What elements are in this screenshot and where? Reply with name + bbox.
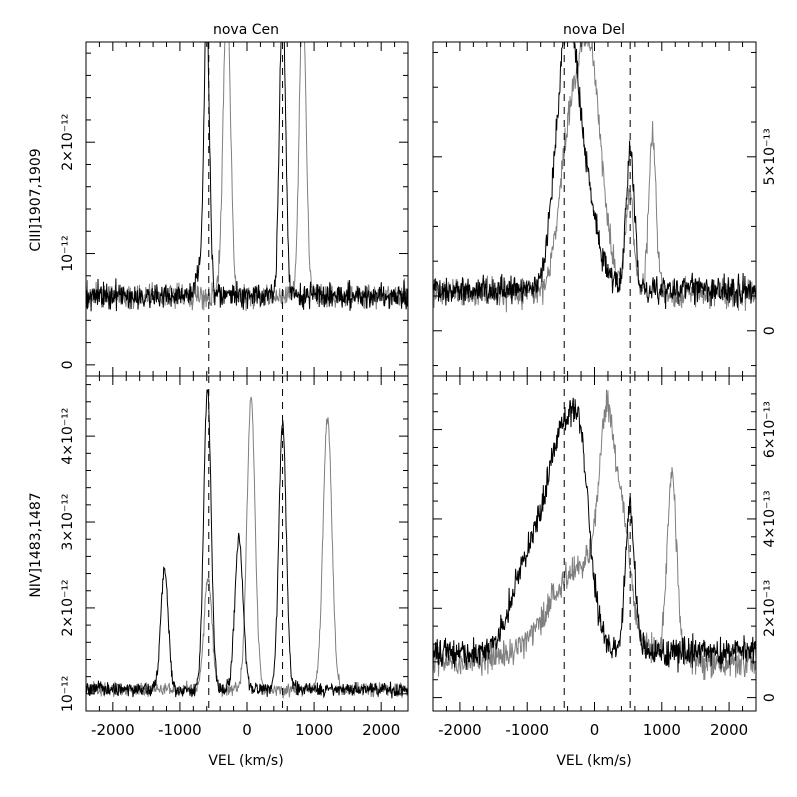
y-tick-label: 5×10⁻¹³: [762, 128, 778, 185]
x-tick-label: 1000: [295, 721, 333, 739]
chart-panel-top-right: 0 5×10⁻¹³: [432, 41, 778, 377]
y-tick-label: 3×10⁻¹²: [60, 493, 76, 550]
y-tick-label: 4×10⁻¹²: [60, 408, 76, 465]
spectrum-line-black: [86, 389, 408, 699]
chart-panel-bottom-left: -2000 -1000 0 1000 2000 10⁻¹² 2×10⁻¹² 3×10⁻¹² 4×…: [60, 375, 409, 739]
x-tick-label: 2000: [710, 721, 748, 739]
row-label-top: CIII]1907,1909: [28, 148, 44, 251]
panel-frame: [432, 41, 757, 377]
panel-title-right: nova Del: [563, 22, 625, 38]
y-tick-label: 2×10⁻¹³: [762, 580, 778, 637]
spectrum-line-gray: [86, 396, 408, 699]
y-tick-label: 0: [762, 693, 778, 702]
spectrum-line-gray: [433, 42, 756, 313]
y-tick-label: 0: [60, 360, 76, 369]
x-tick-label: -1000: [158, 721, 202, 739]
x-tick-label: -2000: [438, 721, 482, 739]
x-tick-label: 0: [590, 721, 600, 739]
spectrum-line-black: [433, 42, 756, 310]
panel-frame: [85, 375, 409, 712]
x-tick-label: 1000: [643, 721, 681, 739]
x-axis-label-left: VEL (km/s): [208, 753, 283, 769]
y-tick-label: 10⁻¹²: [60, 235, 76, 271]
spectrum-line-black: [86, 42, 408, 312]
y-tick-label: 2×10⁻¹²: [60, 114, 76, 171]
y-tick-label: 2×10⁻¹²: [60, 579, 76, 636]
y-tick-label: 6×10⁻¹³: [762, 401, 778, 458]
x-axis-label-right: VEL (km/s): [556, 753, 631, 769]
panel-frame: [85, 41, 409, 377]
x-tick-label: 0: [242, 721, 252, 739]
x-tick-label: 2000: [362, 721, 400, 739]
chart-panel-top-left: 0 10⁻¹² 2×10⁻¹²: [60, 41, 409, 377]
chart-panel-bottom-right: -2000 -1000 0 1000 2000 0 2×10⁻¹³ 4×10⁻¹³ 6×10⁻¹…: [432, 375, 778, 739]
row-label-bottom: NIV]1483,1487: [28, 492, 44, 597]
y-tick-label: 0: [762, 326, 778, 335]
x-tick-label: -1000: [505, 721, 549, 739]
y-tick-label: 4×10⁻¹³: [762, 490, 778, 547]
y-tick-label: 10⁻¹²: [60, 676, 76, 712]
spectrum-line-gray: [433, 389, 756, 681]
x-tick-label: -2000: [91, 721, 135, 739]
panel-title-left: nova Cen: [213, 22, 279, 38]
spectrum-line-black: [433, 397, 756, 673]
